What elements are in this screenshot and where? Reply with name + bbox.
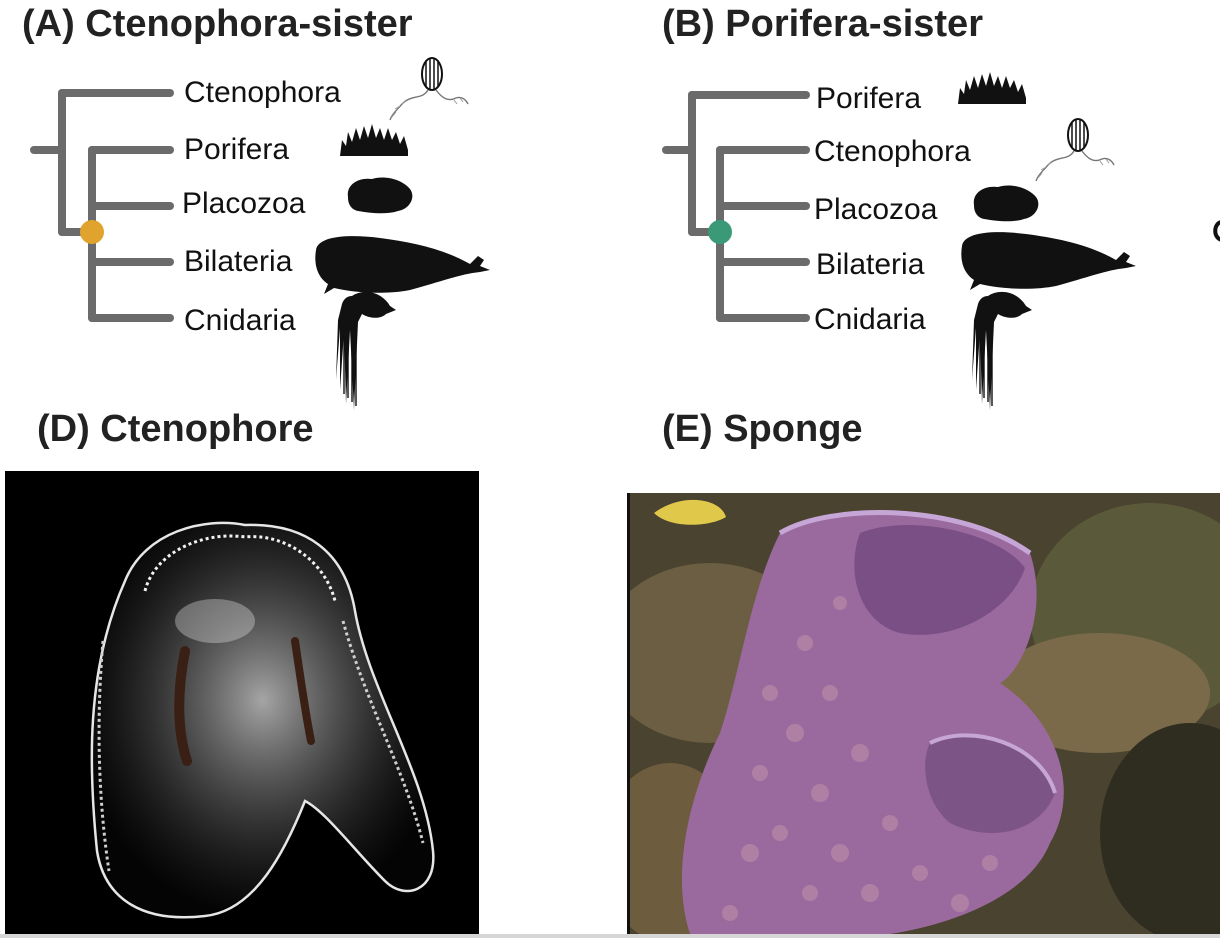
panel-d-title: (D) Ctenophore [37,408,314,450]
panel-e-title: (E) Sponge [662,408,863,450]
tree-a [30,89,174,322]
sponge-photo [627,493,1220,934]
ctenophore-silhouette-icon [1035,118,1115,182]
phylogeny-diagram: Ctenophora Porifera Placozoa Bilateria C… [30,57,1220,411]
ctenophore-silhouette-icon [389,57,469,121]
siphonophore-silhouette-icon [335,291,397,411]
tree-b-label-3: Placozoa [814,193,938,226]
tree-b-label-4: Bilateria [816,248,925,281]
tree-a-label-3: Placozoa [182,187,306,220]
tree-b-label-1: Porifera [816,82,921,115]
panel-a-title: (A) Ctenophora-sister [22,3,413,45]
tree-b-node [708,220,732,244]
tree-a-label-2: Porifera [184,133,289,166]
tree-b-label-5: Cnidaria [814,303,926,336]
clipped-panel-fragment [1213,220,1220,242]
sperm-whale-silhouette-icon [315,236,490,294]
sponge-silhouette-icon [340,124,408,156]
tree-a-label-1: Ctenophora [184,76,341,109]
sperm-whale-silhouette-icon [961,232,1136,290]
panel-b-title: (B) Porifera-sister [662,3,983,45]
placozoan-silhouette-icon [973,185,1039,222]
tree-b-label-2: Ctenophora [814,135,971,168]
ctenophore-photo [5,471,479,934]
tree-a-node [80,220,104,244]
sponge-silhouette-icon [958,72,1026,104]
tree-b [662,91,810,322]
placozoan-silhouette-icon [347,177,413,214]
tree-a-label-4: Bilateria [184,245,293,278]
siphonophore-silhouette-icon [971,291,1033,411]
tree-a-label-5: Cnidaria [184,304,296,337]
bottom-border [0,934,1220,938]
